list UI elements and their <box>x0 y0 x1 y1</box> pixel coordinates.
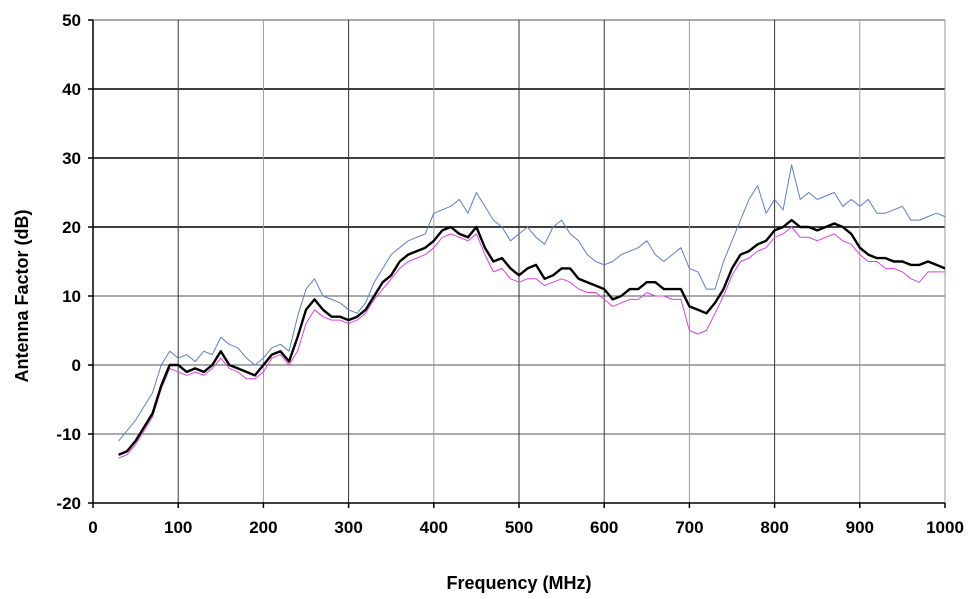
y-tick-label: 50 <box>62 11 81 30</box>
series-line-3 <box>118 226 945 459</box>
y-tick-label: 0 <box>72 356 81 375</box>
axes <box>88 19 946 508</box>
x-tick-label: 0 <box>88 518 97 537</box>
x-tick-label: 100 <box>164 518 192 537</box>
x-tick-label: 600 <box>590 518 618 537</box>
y-tick-label: -10 <box>56 425 81 444</box>
y-tick-label: 10 <box>62 287 81 306</box>
y-tick-label: 40 <box>62 80 81 99</box>
x-tick-label: 900 <box>846 518 874 537</box>
x-axis-title: Frequency (MHz) <box>446 573 591 593</box>
x-tick-label: 200 <box>249 518 277 537</box>
x-tick-label: 1000 <box>926 518 964 537</box>
x-tick-label: 500 <box>505 518 533 537</box>
y-tick-labels: -20 -10 0 10 20 30 40 50 <box>56 11 81 513</box>
series-line-1 <box>118 164 946 442</box>
series-lines <box>118 164 946 459</box>
grid-lines <box>93 19 946 503</box>
series-line-2 <box>118 218 946 456</box>
x-tick-label: 300 <box>334 518 362 537</box>
y-axis-title: Antenna Factor (dB) <box>12 209 32 382</box>
y-tick-label: 20 <box>62 218 81 237</box>
y-tick-label: 30 <box>62 149 81 168</box>
x-tick-label: 800 <box>760 518 788 537</box>
x-tick-label: 400 <box>420 518 448 537</box>
x-tick-label: 700 <box>675 518 703 537</box>
x-tick-labels: 0 100 200 300 400 500 600 700 800 900 1000 <box>88 518 964 537</box>
y-tick-label: -20 <box>56 494 81 513</box>
